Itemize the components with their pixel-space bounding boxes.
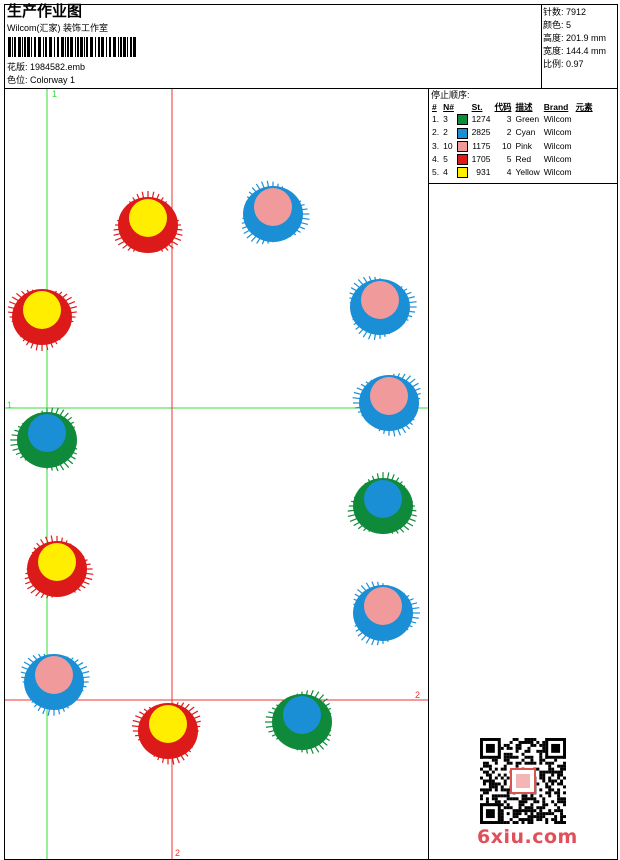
table-row: 4. 5 1705 5 Red Wilcom [430,153,595,166]
embroidery-dot [113,190,183,253]
cell-code: 4 [506,167,512,178]
stop-sequence-box [428,88,618,184]
guide-lines [5,89,428,859]
cell-code: 2 [506,127,512,138]
color-swatch [456,114,468,126]
table-row: 5. 4 931 4 Yellow Wilcom [430,166,595,179]
cell-element [574,140,595,153]
cell-desc: Red [515,153,532,164]
col-brand: Brand [543,102,569,112]
color-count: 颜色: 5 [543,20,572,30]
design-canvas: 1 1 2 2 [5,89,428,859]
cell-swatch [455,113,470,126]
cell-seq: 3. [432,140,440,151]
embroidery-dot [241,180,310,245]
embroidery-dot [349,276,417,340]
cell-needle: 2 [443,127,448,138]
embroidery-dot [131,702,201,765]
design-file-label: 花版: 1984582.emb [7,62,86,72]
col-stitches: St. [471,102,483,112]
design-width: 宽度: 144.4 mm [543,46,607,56]
cell-needle: 10 [443,140,453,151]
cell-element [574,126,595,139]
cell-brand: Wilcom [543,153,572,164]
cell-stitches: 1274 [471,114,491,125]
embroidery-dot [10,407,78,472]
cell-swatch [455,153,470,166]
cell-brand: Wilcom [543,114,572,125]
page-title: 生产作业图 [7,3,83,20]
cell-desc: Green [515,114,540,125]
stop-sequence-title: 停止顺序: [431,90,470,100]
cell-stitches: 1175 [472,140,491,151]
embroidery-dot [352,373,421,437]
cell-desc: Pink [515,140,533,151]
cell-needle: 5 [443,153,448,164]
barcode [8,37,136,57]
table-row: 3. 10 1175 10 Pink Wilcom [430,140,595,153]
guide-label-green-left: 1 [7,400,12,410]
col-needle: N# [443,102,454,112]
guide-label-red-bottom: 2 [175,848,180,858]
cell-seq: 2. [432,127,440,138]
colorway-label: 色位: Colorway 1 [7,75,76,85]
watermark-text: 6xiu.com [477,826,578,848]
color-swatch [456,140,468,152]
cell-brand: Wilcom [543,167,572,178]
cell-stitches: 931 [476,167,491,178]
color-swatch [456,154,468,165]
col-seq: # [432,102,437,112]
guide-label-green-top: 1 [52,89,57,99]
cell-needle: 3 [443,114,448,125]
color-swatch [456,127,468,139]
design-scale: 比例: 0.97 [543,59,584,69]
cell-element [574,113,595,126]
col-code: 代码 [494,102,512,112]
embroidery-dot [265,690,332,754]
cell-brand: Wilcom [543,127,572,138]
design-height: 高度: 201.9 mm [543,33,607,43]
col-element: 元素 [575,102,593,112]
cell-seq: 5. [432,167,440,178]
cell-desc: Yellow [515,167,540,178]
cell-needle: 4 [443,167,448,178]
embroidery-dot [20,653,90,716]
cell-seq: 4. [432,153,440,164]
cell-swatch [455,166,470,179]
studio-name: Wilcom(汇家) 装饰工作室 [7,23,108,33]
cell-desc: Cyan [515,127,536,138]
embroidery-dot [24,535,94,599]
cell-code: 5 [506,153,512,164]
table-header-row: # N# St. 代码 描述 Brand 元素 [430,102,595,113]
cell-seq: 1. [432,114,440,125]
cell-element [574,166,595,179]
col-desc: 描述 [515,102,533,112]
table-row: 1. 3 1274 3 Green Wilcom [430,113,595,126]
qr-code [480,738,566,824]
cell-code: 10 [502,140,512,151]
cell-swatch [455,140,470,153]
cell-stitches: 2825 [471,127,491,138]
stitch-count: 针数: 7912 [543,7,587,17]
cell-swatch [455,126,470,139]
embroidery-dot [353,581,420,646]
cell-code: 3 [506,114,512,125]
embroidery-dot [347,472,417,534]
embroidery-dot [7,289,77,352]
color-swatch [456,167,468,179]
cell-stitches: 1705 [471,153,491,164]
table-row: 2. 2 2825 2 Cyan Wilcom [430,126,595,139]
stop-sequence-table: # N# St. 代码 描述 Brand 元素 1. 3 1274 3 Green Wil… [430,102,595,179]
guide-label-red-right: 2 [415,690,420,700]
cell-brand: Wilcom [543,140,572,151]
cell-element [574,153,595,166]
